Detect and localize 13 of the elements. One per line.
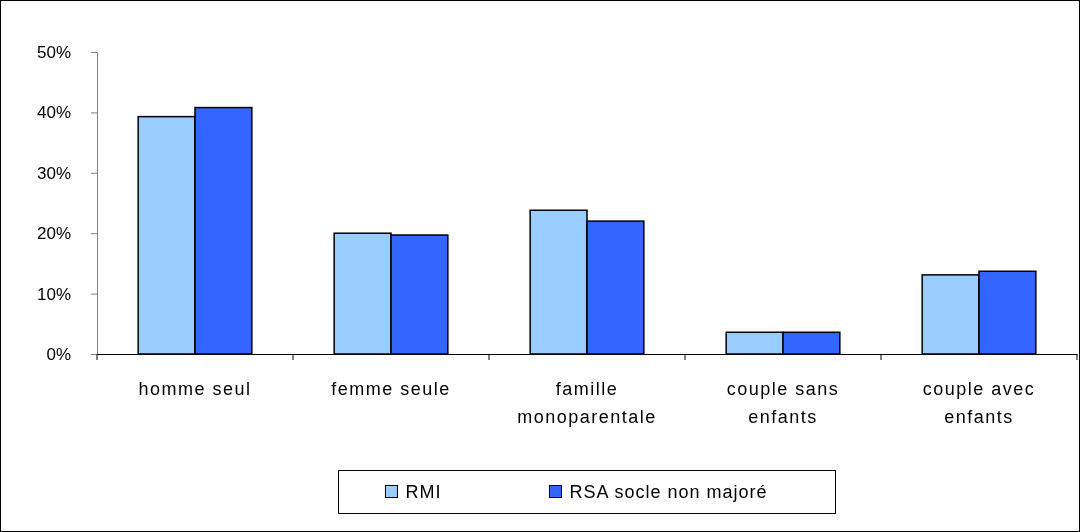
y-tick-label: 30%: [36, 163, 71, 183]
x-tick-label: couple sans enfants: [726, 379, 840, 427]
x-tick-label: famille monoparentale: [517, 379, 657, 427]
x-tick-label: couple avec enfants: [922, 379, 1036, 427]
y-tick-label: 0%: [46, 344, 71, 364]
y-tick-label: 40%: [36, 103, 71, 123]
y-tick-label: 50%: [36, 42, 71, 62]
y-tick-label: 20%: [36, 224, 71, 244]
legend-label: RMI: [405, 481, 442, 502]
x-tick-label: femme seule: [331, 379, 451, 399]
legend-label: RSA socle non majoré: [569, 481, 768, 502]
y-tick-label: 10%: [36, 284, 71, 304]
x-tick-label: homme seul: [138, 379, 252, 399]
